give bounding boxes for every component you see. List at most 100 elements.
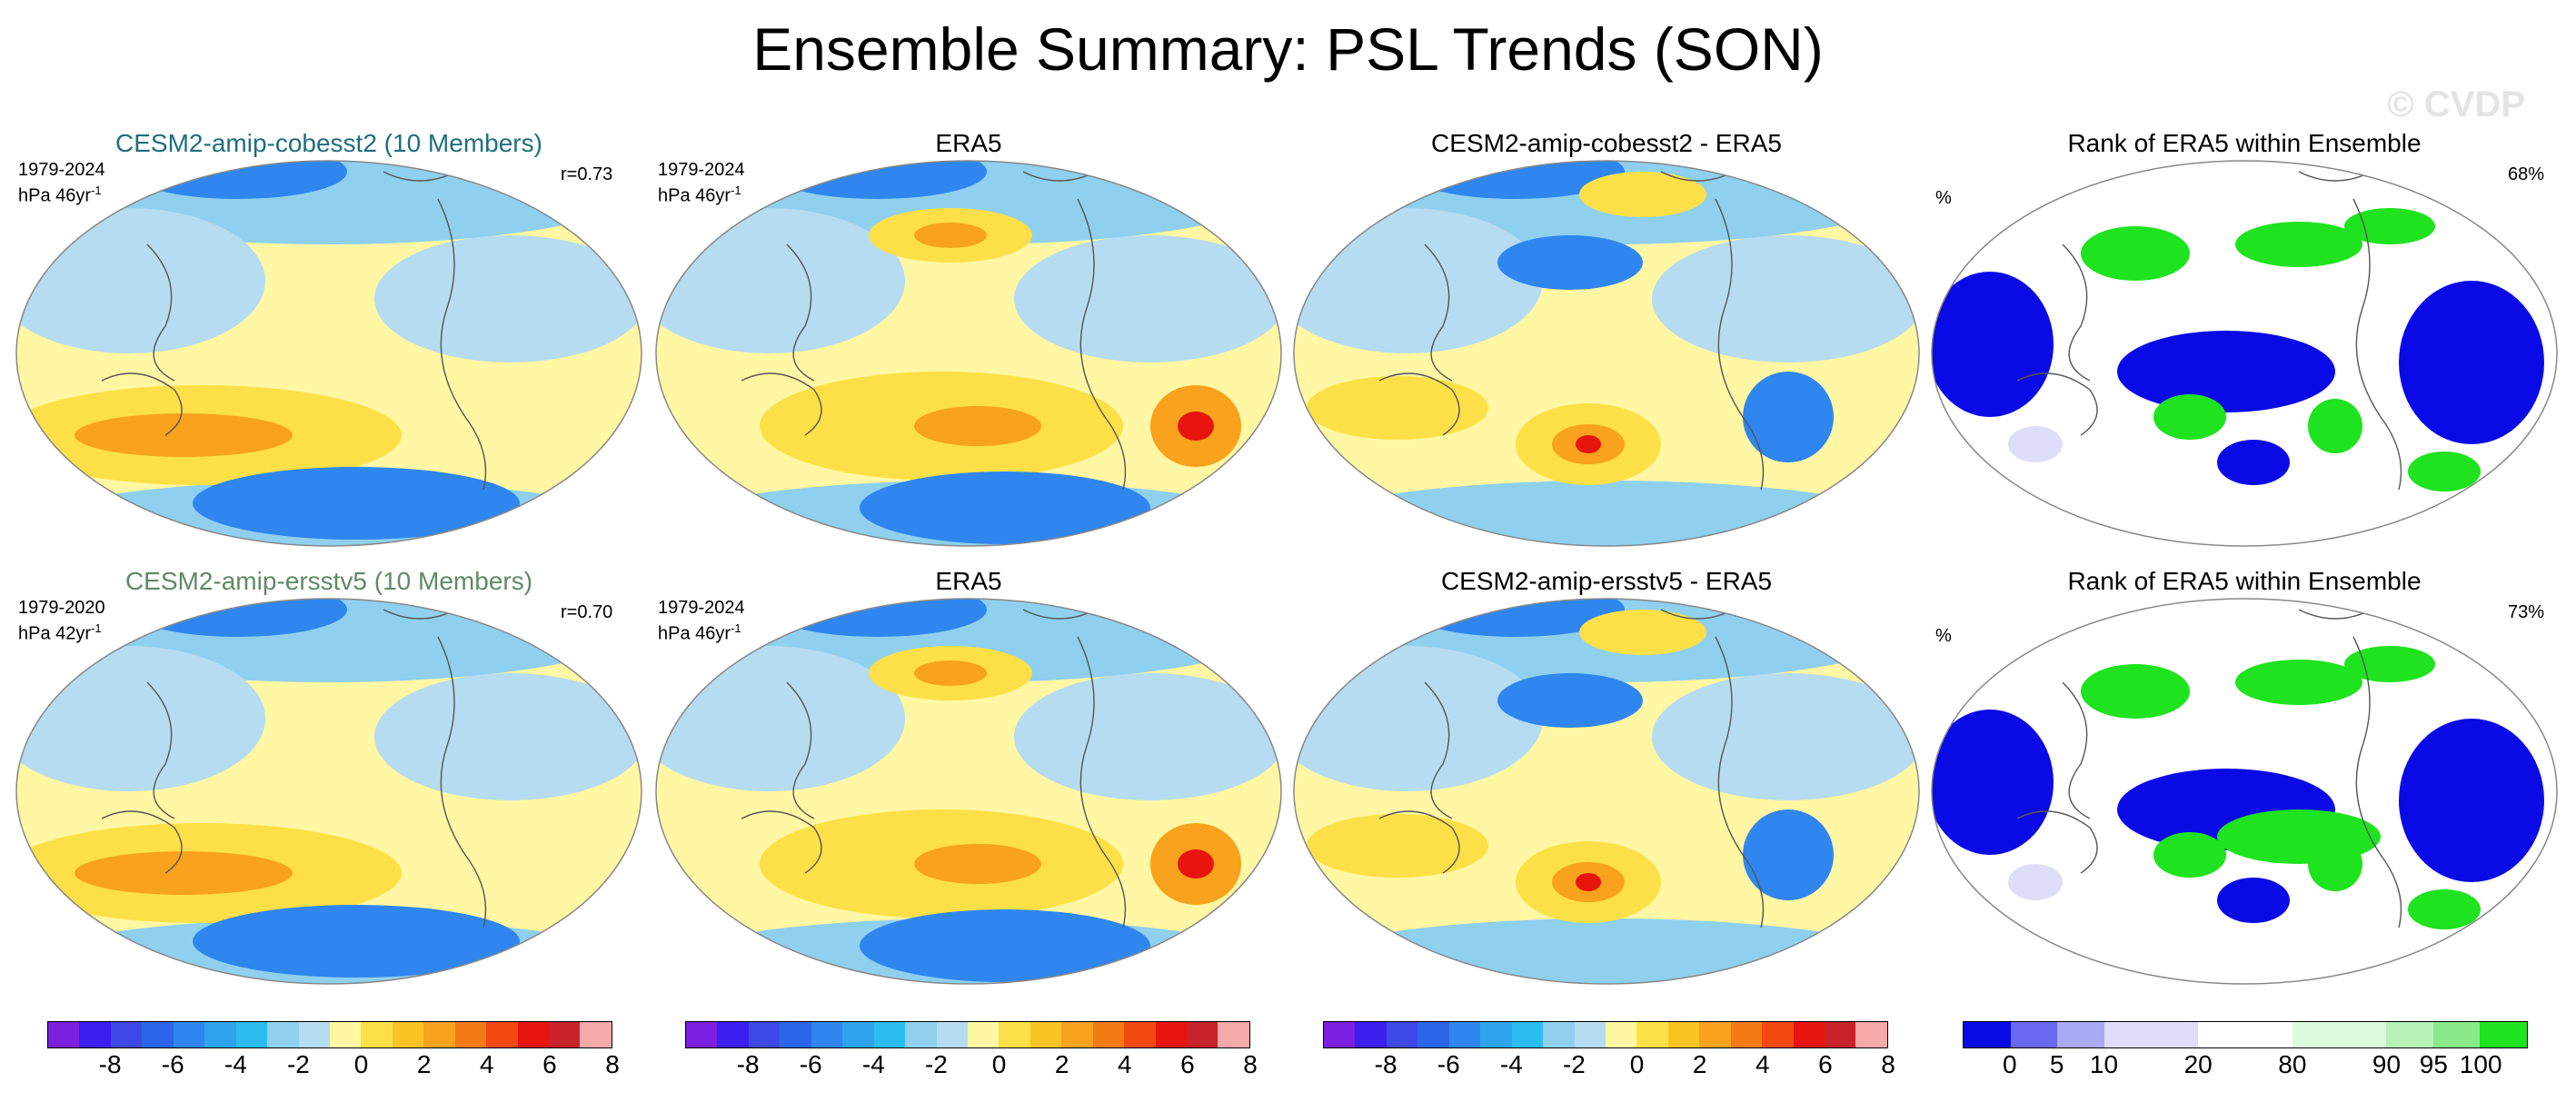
rank-unit: %	[1935, 626, 1952, 646]
colorbar-swatch	[873, 1022, 906, 1047]
obs-panel-title: ERA5	[935, 129, 1002, 157]
rank-blue-region	[1932, 710, 2054, 855]
coastline	[1378, 164, 1807, 491]
negative-trend-region	[374, 235, 642, 362]
colorbar-swatch	[686, 1022, 718, 1047]
colorbar-swatch	[1480, 1022, 1512, 1047]
tick-label: 100	[2459, 1050, 2502, 1078]
tick-label: -2	[1562, 1050, 1586, 1078]
colorbar-swatch	[361, 1022, 393, 1047]
rank-green-region	[2235, 660, 2362, 705]
period-label: 1979-2020	[18, 598, 105, 618]
coastline	[101, 601, 530, 928]
rank-green-region	[2235, 222, 2362, 267]
colorbar-swatch	[717, 1022, 749, 1047]
map-border	[15, 598, 642, 985]
rank-green-region	[2308, 399, 2362, 453]
cvdp-watermark: © CVDP	[2387, 84, 2525, 124]
rank-unit: %	[1935, 188, 1952, 208]
colorbar-swatch	[173, 1022, 205, 1047]
rank-green-region	[2217, 809, 2381, 864]
colorbar-swatch	[110, 1022, 143, 1047]
strong-negative-region	[129, 599, 347, 637]
colorbar-swatch	[2386, 1022, 2433, 1047]
pattern-correlation: r=0.73	[561, 164, 613, 184]
colorbar-swatch	[204, 1022, 236, 1047]
tick-label: 8	[1881, 1050, 1895, 1078]
rank-green-region	[2153, 832, 2226, 878]
units-label: hPa 42yr-1	[18, 621, 102, 644]
colorbar-swatch	[142, 1022, 174, 1047]
tick-label: 0	[2003, 1050, 2017, 1078]
tick-label: -2	[286, 1050, 310, 1078]
strong-negative-region	[860, 909, 1150, 982]
colorbar-swatch	[1324, 1022, 1356, 1047]
rank-lavender-region	[2008, 864, 2063, 900]
strong-negative-region	[193, 905, 520, 978]
colorbar-swatch	[2292, 1022, 2340, 1047]
negative-trend-region	[1014, 235, 1281, 362]
colorbar-swatch	[2339, 1022, 2387, 1047]
negative-trend-region	[1294, 481, 1919, 546]
colorbar-swatch	[2010, 1022, 2058, 1047]
rank-colorbar-ticks: 0 5 10 20 80 90 95 100	[1963, 1049, 2528, 1086]
map-border	[1293, 160, 1920, 547]
trend-colorbar-ticks: -8 -6 -4 -2 0 2 4 6 8	[47, 1049, 620, 1086]
colorbar-swatch	[1355, 1022, 1387, 1047]
map-border	[1931, 598, 2558, 985]
colorbar-swatch	[1605, 1022, 1637, 1047]
colorbar-swatch	[2151, 1022, 2199, 1047]
tick-label: -8	[98, 1050, 122, 1078]
strong-negative-region	[1407, 161, 1625, 199]
coastline	[2016, 164, 2445, 491]
colorbar-swatch	[811, 1022, 843, 1047]
colorbar-swatch	[1155, 1022, 1187, 1047]
colorbar-swatch	[549, 1022, 581, 1047]
strong-negative-region	[860, 472, 1150, 544]
coastline	[101, 164, 530, 491]
positive-trend-region	[1307, 376, 1488, 440]
negative-trend-region	[1652, 235, 1919, 362]
colorbar-swatch	[1730, 1022, 1763, 1047]
strong-negative-region	[1743, 372, 1834, 462]
tick-label: -8	[1374, 1050, 1397, 1078]
coastline	[741, 601, 1169, 928]
colorbar-swatch	[967, 1022, 1000, 1047]
strong-negative-region	[1497, 235, 1643, 290]
strong-negative-region	[769, 599, 987, 637]
tick-label: 10	[2089, 1050, 2119, 1078]
coastline	[2016, 601, 2445, 928]
colorbar-swatch	[1187, 1022, 1218, 1047]
rank-lavender-region	[2008, 426, 2063, 462]
diff-panel-title: CESM2-amip-cobesst2 - ERA5	[1431, 129, 1782, 157]
colorbar-swatch	[748, 1022, 781, 1047]
colorbar-swatch	[2057, 1022, 2105, 1047]
rank-blue-region	[2217, 878, 2290, 923]
rank-blue-region	[2399, 281, 2544, 444]
colorbar-swatch	[2245, 1022, 2293, 1047]
positive-trend-region	[1579, 172, 1706, 217]
strong-negative-region	[193, 467, 520, 540]
colorbar-swatch	[1511, 1022, 1544, 1047]
rank-blue-region	[1932, 272, 2054, 417]
rank-green-region	[2408, 889, 2481, 929]
colorbar-swatch	[1964, 1022, 2011, 1047]
model-map	[16, 599, 642, 984]
colorbar-swatch	[1762, 1022, 1794, 1047]
map-border	[655, 160, 1282, 547]
positive-trend-region	[1178, 849, 1214, 879]
rank-map	[1932, 599, 2557, 984]
colorbar-swatch	[79, 1022, 111, 1047]
positive-trend-region	[914, 406, 1041, 446]
strong-negative-region	[129, 161, 347, 199]
tick-label: 0	[353, 1050, 369, 1078]
trend-colorbar-ticks: -8 -6 -4 -2 0 2 4 6 8	[1323, 1049, 1895, 1086]
colorbar-swatch	[2480, 1022, 2528, 1047]
tick-label: 95	[2419, 1050, 2448, 1078]
colorbar-swatch	[2198, 1022, 2246, 1047]
rank-blue-region	[2117, 331, 2335, 412]
pattern-correlation: r=0.70	[561, 602, 613, 622]
units-label: hPa 46yr-1	[18, 184, 102, 206]
negative-trend-region	[1014, 673, 1281, 800]
tick-label: 0	[991, 1050, 1007, 1078]
